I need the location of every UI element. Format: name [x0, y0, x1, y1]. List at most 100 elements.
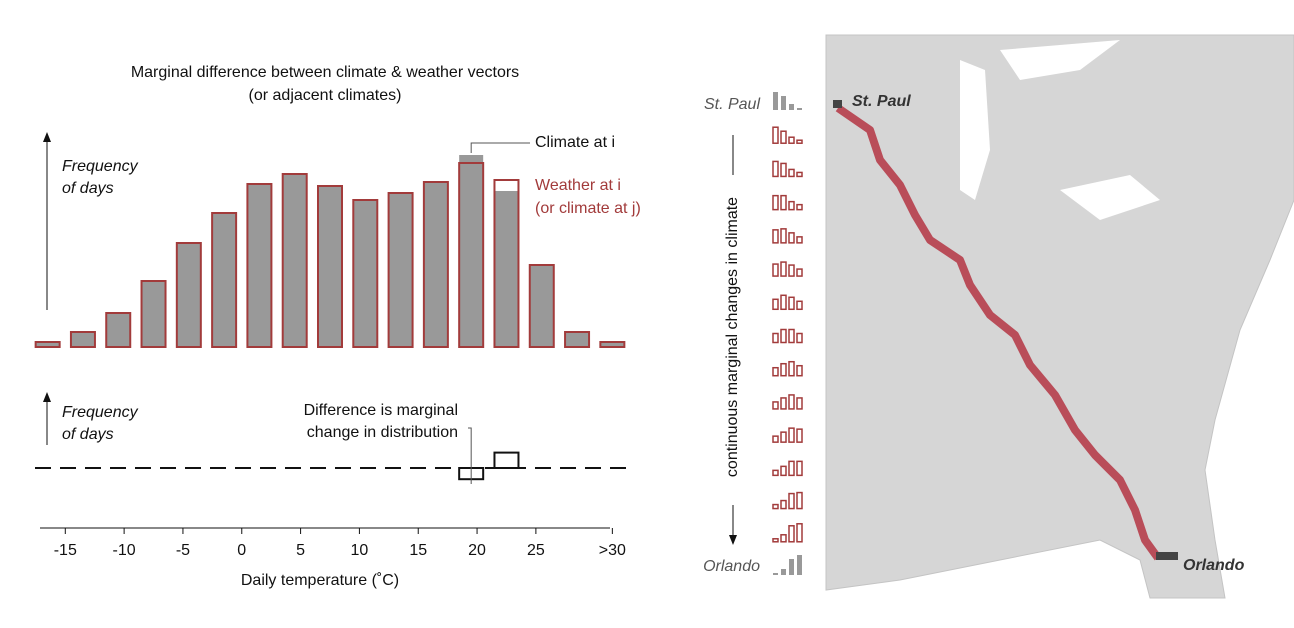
x-label: Daily temperature (˚C): [241, 572, 399, 589]
mini-bar: [772, 160, 779, 178]
weather-bar: [493, 179, 520, 348]
x-tick-label: 0: [237, 542, 246, 559]
mini-bar: [796, 491, 803, 510]
mini-bar: [772, 332, 779, 344]
mini-bar: [780, 397, 787, 410]
x-tick-label: 15: [409, 542, 427, 559]
mini-bar: [796, 268, 803, 277]
arrowhead: [729, 535, 737, 545]
gradient-end: Orlando: [703, 558, 760, 575]
mini-bar: [773, 573, 778, 575]
mini-bar: [789, 559, 794, 575]
mini-bar: [796, 397, 803, 410]
mini-bar: [780, 431, 787, 443]
mini-bar: [789, 104, 794, 110]
mini-bar: [773, 92, 778, 110]
x-tick-label: 5: [296, 542, 305, 559]
mini-bar: [772, 229, 779, 244]
climate-bar: [70, 332, 95, 347]
legend-label: (or climate at j): [535, 200, 641, 217]
mini-bar: [797, 555, 802, 575]
weather-bar: [317, 185, 343, 348]
mini-bar: [788, 460, 795, 477]
climate-bar: [388, 193, 413, 347]
climate-bar: [529, 265, 554, 347]
weather-bar: [105, 312, 132, 348]
mini-bar: [780, 499, 787, 510]
mini-bar: [788, 492, 795, 510]
weather-bar: [352, 199, 379, 348]
climate-bar: [318, 186, 342, 347]
weather-bar: [281, 173, 308, 348]
mini-bar: [780, 294, 787, 311]
mini-bar: [797, 108, 802, 110]
mini-bar: [788, 136, 795, 144]
mini-bar: [781, 569, 786, 575]
climate-bar: [141, 281, 166, 347]
legend-label: Climate at i: [535, 134, 615, 151]
weather-bar: [246, 183, 273, 348]
map-label: Orlando: [1183, 557, 1245, 574]
weather-bar: [175, 242, 202, 348]
mini-bar: [780, 328, 787, 344]
mini-bar: [788, 427, 795, 443]
weather-bar: [458, 162, 485, 348]
mini-bar: [772, 503, 779, 510]
mini-bar: [796, 203, 803, 211]
weather-bar: [564, 331, 591, 348]
map-label: St. Paul: [852, 93, 911, 110]
x-tick-label: -10: [113, 542, 136, 559]
mini-bar: [796, 364, 803, 377]
mini-bar: [772, 263, 779, 277]
mini-bar: [772, 401, 779, 410]
mini-bar: [772, 194, 779, 211]
climate-bar: [494, 191, 519, 347]
x-tick-label: 20: [468, 542, 486, 559]
x-tick-label: >30: [599, 542, 626, 559]
gradient-start: St. Paul: [704, 96, 760, 113]
mini-bar: [780, 465, 787, 477]
y-label: of days: [62, 426, 114, 443]
mini-bar: [796, 332, 803, 344]
climate-bar: [106, 313, 131, 347]
x-tick-label: 25: [527, 542, 545, 559]
weather-bar: [599, 341, 626, 348]
y-label: Frequency: [62, 158, 139, 175]
climate-bar: [247, 184, 272, 347]
x-tick-label: -5: [176, 542, 190, 559]
mini-bar: [788, 232, 795, 244]
map-lakes: [960, 40, 1160, 220]
legend-label: Weather at i: [535, 177, 621, 194]
arrowhead: [43, 132, 51, 142]
weather-bar: [211, 212, 238, 348]
mini-bar: [780, 194, 787, 211]
map-route: [835, 104, 1162, 561]
mini-bar: [772, 366, 779, 377]
mini-bar: [772, 126, 779, 144]
mini-bar: [772, 435, 779, 443]
mini-bar: [788, 296, 795, 311]
climate-bar: [176, 243, 201, 347]
climate-bar: [212, 213, 237, 347]
weather-bar: [140, 280, 167, 348]
mini-bar: [796, 171, 803, 178]
leader: [470, 142, 530, 153]
annotation: change in distribution: [307, 424, 458, 441]
mini-bar: [772, 538, 779, 543]
mini-bar: [780, 534, 787, 543]
mini-bar: [788, 360, 795, 377]
mini-bar: [772, 469, 779, 477]
map-land: [825, 34, 1294, 599]
weather-bar: [528, 264, 555, 348]
climate-bar: [565, 332, 590, 347]
mini-bar: [780, 162, 787, 178]
mini-bar: [781, 96, 786, 110]
mini-bar: [780, 228, 787, 244]
mini-bar: [788, 394, 795, 410]
climate-bar: [353, 200, 378, 347]
mini-bar: [796, 300, 803, 311]
mini-bar: [788, 525, 795, 543]
mini-bar: [780, 362, 787, 377]
mini-bar: [796, 139, 803, 144]
